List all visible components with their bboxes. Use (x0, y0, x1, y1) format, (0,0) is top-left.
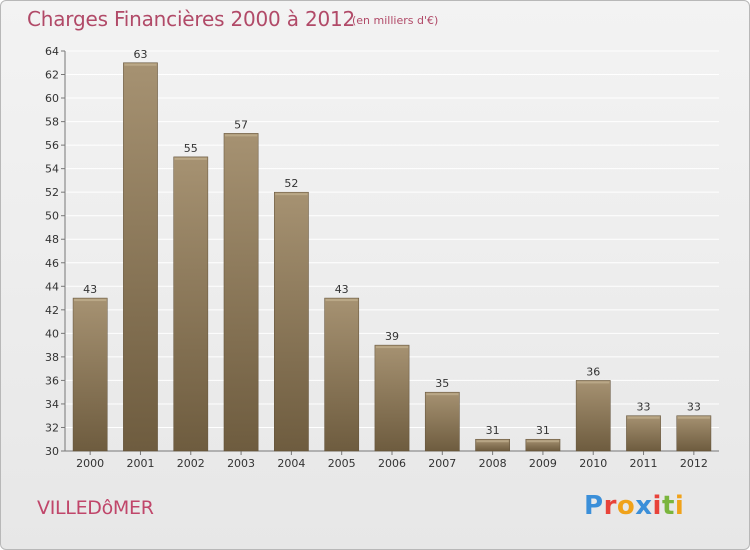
bar-2000 (72, 297, 108, 452)
x-tick-label-2006: 2006 (378, 457, 406, 470)
x-tick-label-2004: 2004 (277, 457, 305, 470)
proxiti-logo[interactable]: Proxiti (584, 491, 684, 521)
brand-letter: i (674, 491, 685, 521)
bar-2002 (173, 156, 209, 452)
y-tick-label: 46 (45, 257, 59, 270)
x-tick-label-2003: 2003 (227, 457, 255, 470)
y-tick-label: 36 (45, 374, 59, 387)
y-tick-label: 64 (45, 45, 59, 58)
bar-highlight (224, 134, 258, 137)
x-tick-label-2011: 2011 (630, 457, 658, 470)
bar-highlight (476, 440, 509, 443)
x-tick-label-2000: 2000 (76, 457, 104, 470)
bar-2008 (475, 438, 510, 452)
x-tick-label-2001: 2001 (126, 457, 154, 470)
y-tick-label: 30 (45, 445, 59, 458)
brand-letter: t (661, 491, 675, 521)
data-label-2004: 52 (284, 177, 298, 190)
brand-letter: o (616, 491, 636, 521)
bar-highlight (627, 416, 660, 419)
y-tick-label: 52 (45, 186, 59, 199)
x-tick-label-2002: 2002 (177, 457, 205, 470)
x-tick-label-2009: 2009 (529, 457, 557, 470)
chart-title: Charges Financières 2000 à 2012 (27, 7, 356, 31)
bar-highlight (174, 157, 207, 160)
city-name: VILLEDôMER (37, 497, 154, 519)
bar-highlight (526, 440, 560, 443)
data-labels: 43 63 55 57 52 43 39 35 31 31 36 33 33 (83, 48, 701, 437)
bar-highlight (375, 346, 409, 349)
data-label-2001: 63 (133, 48, 147, 61)
bar-2004 (274, 191, 309, 452)
y-tick-label: 50 (45, 210, 59, 223)
y-tick-label: 34 (45, 398, 59, 411)
y-tick-label: 54 (45, 163, 59, 176)
data-label-2005: 43 (335, 283, 349, 296)
data-label-2010: 36 (586, 365, 600, 378)
brand-letter: i (652, 491, 662, 521)
data-label-2012: 33 (687, 401, 701, 414)
bar-2001 (123, 62, 158, 452)
x-tick-label-2010: 2010 (579, 457, 607, 470)
data-label-2003: 57 (234, 118, 248, 131)
y-tick-label: 38 (45, 351, 59, 364)
x-tick-label-2008: 2008 (479, 457, 507, 470)
y-tick-label: 60 (45, 92, 59, 105)
bar-2012 (676, 415, 712, 452)
y-tick-label: 58 (45, 116, 59, 129)
y-tick-label: 32 (45, 421, 59, 434)
brand-letter: P (584, 491, 604, 521)
data-label-2000: 43 (83, 283, 97, 296)
bar-highlight (275, 193, 308, 196)
brand-letter: r (603, 491, 617, 521)
bars (72, 62, 712, 452)
bar-2009 (525, 438, 561, 452)
chart-subtitle: (en milliers d'€) (352, 14, 439, 27)
bar-highlight (677, 416, 710, 419)
bar-highlight (577, 381, 610, 384)
data-label-2011: 33 (637, 401, 651, 414)
y-tick-label: 40 (45, 327, 59, 340)
y-tick-label: 62 (45, 69, 59, 82)
bar-2007 (424, 391, 460, 452)
data-label-2008: 31 (486, 424, 500, 437)
bar-2003 (223, 133, 259, 452)
x-tick-label-2007: 2007 (428, 457, 456, 470)
bar-2011 (626, 415, 661, 452)
data-label-2006: 39 (385, 330, 399, 343)
y-tick-label: 44 (45, 280, 59, 293)
data-label-2002: 55 (184, 142, 198, 155)
y-tick-label: 48 (45, 233, 59, 246)
x-tick-label-2005: 2005 (328, 457, 356, 470)
bar-2006 (374, 344, 410, 452)
bar-highlight (124, 63, 157, 66)
data-label-2007: 35 (435, 377, 449, 390)
y-tick-label: 56 (45, 139, 59, 152)
data-label-2009: 31 (536, 424, 550, 437)
y-tick-label: 42 (45, 304, 59, 317)
bar-highlight (426, 393, 459, 396)
x-tick-label-2012: 2012 (680, 457, 708, 470)
bar-2005 (324, 297, 360, 452)
brand-letter: x (635, 491, 653, 521)
bar-2010 (575, 380, 611, 452)
bar-highlight (74, 299, 107, 302)
bar-highlight (325, 299, 358, 302)
